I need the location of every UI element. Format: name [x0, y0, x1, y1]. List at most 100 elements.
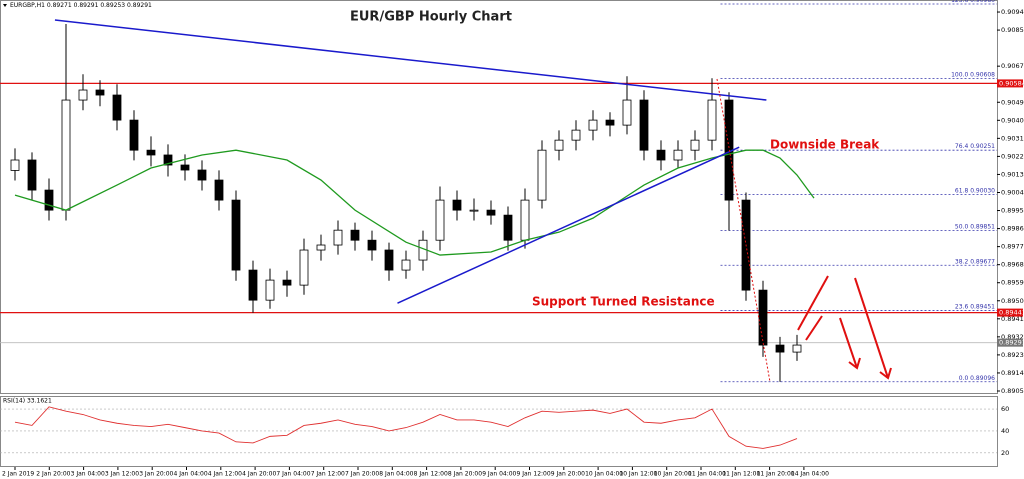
trendline — [397, 146, 740, 304]
fib-label: 76.4 0.90251 — [955, 143, 995, 150]
candle-body — [78, 89, 88, 101]
x-tick-label: 7 Jan 12:00 — [311, 471, 345, 478]
x-tick-label: 3 Jan 12:00 — [105, 471, 139, 478]
candle-body — [775, 344, 785, 353]
candle-body — [27, 159, 37, 191]
candle-body — [112, 94, 122, 121]
candle-body — [180, 164, 190, 171]
y-tick-label: 0.90940 — [1001, 8, 1024, 16]
candle-body — [452, 199, 462, 211]
arrow-head — [879, 367, 892, 380]
candle-body — [435, 199, 445, 241]
candle-body — [10, 159, 20, 171]
x-tick-label: 9 Jan 12:00 — [517, 471, 551, 478]
candle-body — [758, 289, 768, 346]
candle-body — [571, 129, 581, 141]
candle-body — [61, 99, 71, 211]
arrow-down — [854, 277, 889, 379]
candle-body — [792, 344, 802, 353]
price-tag-label: 0.89441 — [999, 309, 1024, 317]
forecast-arrows — [797, 275, 892, 380]
trendline — [54, 19, 767, 101]
candle-body — [605, 119, 615, 126]
fib-label: 0.0 0.89096 — [959, 375, 995, 382]
x-tick-label: 2 Jan 20:00 — [36, 471, 70, 478]
candle-body — [197, 169, 207, 181]
main-panel — [0, 0, 998, 394]
annotation: Downside Break — [770, 138, 880, 152]
x-tick-label: 14 Jan 04:00 — [791, 471, 829, 478]
x-tick-label: 8 Jan 04:00 — [379, 471, 413, 478]
candle-body — [469, 209, 479, 212]
price-tag — [997, 308, 1023, 317]
x-tick-label: 11 Jan 12:00 — [722, 471, 760, 478]
price-tag-label: 0.89291 — [999, 339, 1024, 347]
fib-label: 61.8 0.90030 — [955, 187, 995, 194]
fib-label: 23.6 0.89451 — [955, 304, 995, 311]
x-tick-label: 3 Jan 20:00 — [139, 471, 173, 478]
candle-body — [639, 99, 649, 151]
chart-title: EUR/GBP Hourly Chart — [350, 10, 512, 25]
x-tick-label: 9 Jan 04:00 — [482, 471, 516, 478]
candle-body — [537, 149, 547, 201]
candle-body — [265, 279, 275, 301]
fib-anchor-line — [716, 78, 771, 383]
arrow-up — [805, 315, 823, 341]
x-tick-label: 3 Jan 04:00 — [71, 471, 105, 478]
rsi-tick-label: 20 — [1001, 449, 1009, 457]
candle-body — [673, 149, 683, 161]
rsi-line — [14, 406, 798, 449]
x-tick-label: 4 Jan 04:00 — [174, 471, 208, 478]
x-tick-label: 10 Jan 04:00 — [585, 471, 623, 478]
candle-body — [384, 249, 394, 271]
candle-body — [231, 199, 241, 271]
rsi-tick-label: 40 — [1001, 427, 1009, 435]
candle-body — [656, 149, 666, 161]
candle-body — [248, 269, 258, 301]
x-tick-label: 8 Jan 20:00 — [448, 471, 482, 478]
rsi-tick-label: 60 — [1001, 405, 1009, 413]
candle-body — [44, 189, 54, 211]
candle-body — [520, 199, 530, 241]
candle-body — [214, 179, 224, 201]
candle-body — [503, 214, 513, 241]
price-tag — [997, 79, 1023, 88]
fib-label: 123.6 0.90980 — [951, 0, 995, 4]
candle-body — [690, 139, 700, 151]
fib-label: 100.0 0.90608 — [951, 72, 995, 79]
x-tick-label: 4 Jan 12:00 — [208, 471, 242, 478]
candle-body — [163, 154, 173, 166]
moving-average — [14, 149, 815, 256]
fib-label: 38.2 0.89677 — [955, 258, 995, 265]
candle-body — [707, 99, 717, 141]
candle-body — [486, 209, 496, 216]
candle-body — [588, 119, 598, 131]
price-tag-label: 0.90584 — [999, 79, 1024, 87]
x-tick-label: 10 Jan 20:00 — [654, 471, 692, 478]
candle-body — [622, 99, 632, 126]
x-tick-label: 4 Jan 20:00 — [242, 471, 276, 478]
candle-body — [554, 139, 564, 151]
candle-body — [316, 244, 326, 251]
x-tick-label: 2 Jan 2019 — [2, 471, 34, 478]
arrow-head — [848, 357, 861, 370]
candle-body — [401, 259, 411, 271]
x-tick-label: 11 Jan 04:00 — [688, 471, 726, 478]
candle-body — [95, 89, 105, 96]
rsi-label: RSI(14) 33.1621 — [3, 398, 52, 405]
candle-body — [333, 229, 343, 246]
